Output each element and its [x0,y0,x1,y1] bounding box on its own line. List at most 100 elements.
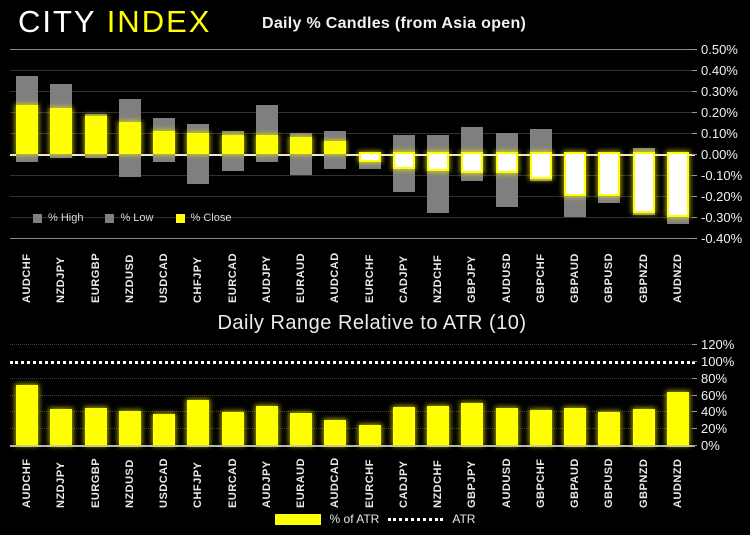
logo-city-text: CITY [18,4,97,39]
candle-close-bar-EURGBP [84,116,107,154]
y-axis-label: 60% [701,387,728,403]
city-index-logo: CITY INDEX [18,4,211,40]
y-axis-label: 0.00% [701,147,738,162]
y-axis-tick [692,111,697,113]
x-axis-label-AUDUSD: AUDUSD [500,252,513,303]
legend-label-close: % Close [190,212,232,224]
candle-close-bar-AUDUSD [495,152,518,173]
close-swatch-icon [175,213,185,223]
y-axis-tick [692,361,697,362]
gridline-0.00% [10,154,695,156]
legend-label-pct-of-atr: % of ATR [329,512,380,526]
y-axis-tick [692,69,697,71]
y-axis-tick [692,344,697,346]
y-axis-label: 0.20% [701,104,738,120]
gridline-100% [10,361,695,364]
candle-high-low-bar-NZDCHF [427,135,450,214]
x-axis-label-AUDCHF: AUDCHF [21,458,34,508]
candle-close-bar-NZDJPY [50,107,73,154]
x-axis-label-NZDJPY: NZDJPY [55,461,68,508]
y-axis-tick [692,90,697,92]
candle-close-bar-NZDUSD [118,122,141,154]
atr-range-bar-EURAUD [290,413,313,445]
pct-of-atr-swatch-icon [274,513,321,525]
gridline--0.30% [10,217,695,219]
x-axis-label-NZDCHF: NZDCHF [432,459,445,508]
x-axis-label-AUDCAD: AUDCAD [329,252,342,303]
x-axis-label-USDCAD: USDCAD [158,252,171,303]
gridline--0.10% [10,175,695,177]
y-axis-tick [692,394,697,396]
daily-percent-candles-plot [10,48,695,240]
y-axis-tick [692,48,697,50]
candle-close-bar-EURAUD [290,137,313,154]
y-axis-tick [692,377,697,379]
candle-close-bar-AUDJPY [255,135,278,154]
x-axis-label-NZDCHF: NZDCHF [432,254,445,303]
y-axis-label: -0.30% [701,210,743,226]
y-axis-label: 120% [701,337,735,353]
x-axis-label-GBPAUD: GBPAUD [569,458,582,508]
x-axis-label-USDCAD: USDCAD [158,457,171,508]
legend-item-close: % Close [175,212,232,224]
y-axis-tick [692,196,697,198]
bottom-chart-legend: % of ATR ATR [0,512,750,526]
y-axis-label: 0.10% [701,125,738,141]
logo-index-text: INDEX [106,4,212,39]
x-axis-label-NZDJPY: NZDJPY [55,256,68,303]
y-axis-label: 20% [701,421,728,437]
candle-close-bar-AUDCHF [16,105,39,154]
x-axis-label-EURGBP: EURGBP [89,457,102,508]
x-axis-label-GBPNZD: GBPNZD [637,458,650,508]
y-axis-label: 80% [701,370,728,386]
gridline--0.20% [10,196,695,198]
x-axis-label-AUDCHF: AUDCHF [21,253,34,303]
daily-range-atr-plot [10,340,695,447]
x-axis-label-CADJPY: CADJPY [397,460,410,508]
atr-range-bar-EURCAD [221,412,244,445]
candle-close-bar-AUDNZD [666,152,689,218]
candle-close-bar-USDCAD [153,130,176,154]
atr-range-bar-GBPNZD [632,408,655,445]
gridline-0.50% [10,48,695,50]
atr-range-bar-GBPCHF [529,409,552,445]
x-axis-label-EURAUD: EURAUD [295,252,308,303]
x-axis-label-EURAUD: EURAUD [295,457,308,508]
candle-close-bar-GBPCHF [529,152,552,180]
candle-close-bar-GBPAUD [564,152,587,197]
candle-close-bar-NZDCHF [427,152,450,171]
atr-dotted-line-icon [388,517,444,521]
x-axis-label-EURCHF: EURCHF [363,459,376,508]
y-axis-label: 0.40% [701,62,738,78]
y-axis-label: 0.30% [701,83,738,99]
atr-range-bar-CHFJPY [187,399,210,445]
candle-close-bar-GBPJPY [461,152,484,173]
atr-range-bar-NZDUSD [118,410,141,445]
x-axis-label-GBPAUD: GBPAUD [569,253,582,303]
x-axis-label-GBPCHF: GBPCHF [534,253,547,303]
candle-close-bar-GBPUSD [598,152,621,197]
x-axis-label-AUDNZD: AUDNZD [671,458,684,508]
y-axis-tick [692,238,697,240]
candle-close-bar-CHFJPY [187,132,210,154]
gridline--0.40% [10,238,695,240]
atr-range-bar-AUDCAD [324,419,347,445]
gridline-120% [10,344,695,346]
atr-range-bar-AUDCHF [16,385,39,445]
top-chart-legend: % High % Low % Close [33,212,231,224]
atr-range-bar-GBPJPY [461,403,484,445]
y-axis-label: -0.20% [701,189,743,205]
x-axis-label-CHFJPY: CHFJPY [192,256,205,303]
y-axis-label: -0.10% [701,168,743,184]
y-axis-tick [692,445,697,446]
legend-label-low: % Low [120,212,154,224]
candle-close-bar-EURCAD [221,135,244,154]
x-axis-label-NZDUSD: NZDUSD [123,254,136,303]
top-chart-title: Daily % Candles (from Asia open) [262,15,527,32]
atr-range-bar-CADJPY [392,407,415,445]
atr-range-bar-GBPUSD [598,412,621,445]
x-axis-label-AUDUSD: AUDUSD [500,457,513,508]
gridline-40% [10,411,695,413]
y-axis-label: 0% [701,438,720,453]
x-axis-label-GBPJPY: GBPJPY [466,460,479,508]
